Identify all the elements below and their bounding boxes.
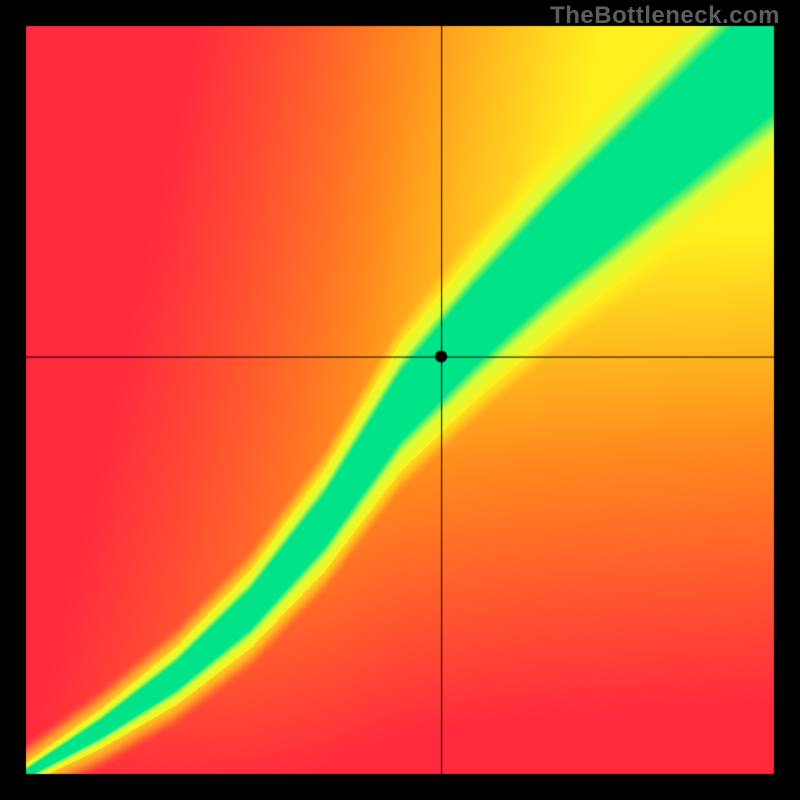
chart-container: TheBottleneck.com	[0, 0, 800, 800]
watermark-text: TheBottleneck.com	[550, 2, 780, 30]
bottleneck-heatmap-canvas	[0, 0, 800, 800]
